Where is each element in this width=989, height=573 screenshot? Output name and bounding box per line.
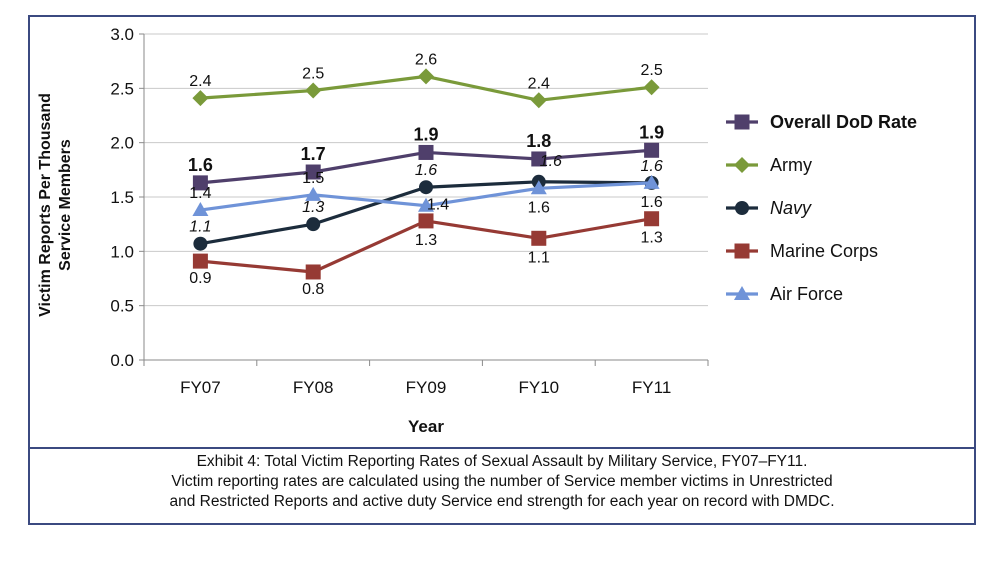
- air-force-point: [305, 186, 322, 201]
- overall-dod-rate-point: [531, 151, 547, 167]
- army-point: [643, 79, 660, 96]
- caption-line-3: and Restricted Reports and active duty S…: [169, 493, 835, 510]
- marine-corps-data-label: 0.9: [189, 270, 211, 287]
- marine-corps-data-label: 0.8: [302, 281, 324, 298]
- x-tick-label: FY08: [293, 378, 334, 397]
- navy-point: [419, 180, 433, 195]
- y-tick-label: 1.0: [110, 242, 134, 261]
- legend-label-air-force: Air Force: [770, 284, 843, 304]
- army-data-label: 2.5: [302, 66, 324, 83]
- figure-frame: [28, 15, 976, 525]
- y-tick-label: 0.5: [110, 297, 134, 316]
- legend-label-army: Army: [770, 155, 812, 175]
- overall-dod-rate-point: [305, 164, 321, 180]
- navy-data-label: 1.6: [540, 153, 562, 170]
- marine-corps-point: [531, 230, 547, 246]
- army-point: [192, 90, 209, 107]
- y-tick-label: 3.0: [110, 25, 134, 44]
- x-axis-title: Year: [408, 417, 444, 436]
- overall-dod-rate-data-label: 1.8: [526, 131, 551, 151]
- legend-marker-air-force: [734, 286, 750, 300]
- marine-corps-point: [418, 213, 434, 229]
- marine-corps-data-label: 1.1: [528, 249, 550, 266]
- marine-corps-point: [644, 211, 660, 227]
- line-chart: 0.0 0.5 1.0 1.5 2.0 2.5 3.0 FY07 FY08 FY09 FY10 FY1…: [37, 25, 917, 436]
- y-tick-label: 0.0: [110, 351, 134, 370]
- army-point: [530, 92, 547, 109]
- y-axis-title: Victim Reports Per Thousand: [37, 93, 54, 317]
- air-force-point: [418, 197, 434, 212]
- overall-dod-rate-data-label: 1.7: [301, 144, 326, 164]
- marine-corps-data-label: 1.3: [415, 232, 437, 249]
- navy-data-label: 1.6: [640, 158, 662, 175]
- y-tick-label: 2.5: [110, 79, 134, 98]
- overall-dod-rate-point: [418, 144, 434, 160]
- navy-data-label: 1.3: [302, 199, 324, 216]
- overall-dod-rate-data-label: 1.6: [188, 155, 213, 175]
- caption-divider: [28, 447, 976, 449]
- air-force-point: [192, 202, 209, 217]
- overall-dod-rate-point: [192, 175, 208, 191]
- army-point: [305, 82, 322, 99]
- marine-corps-point: [192, 253, 208, 269]
- army-data-label: 2.4: [189, 73, 211, 90]
- navy-data-label: 1.6: [415, 162, 437, 179]
- navy-point: [306, 217, 321, 232]
- caption-line-2: Victim reporting rates are calculated us…: [171, 473, 833, 490]
- air-force-data-label: 1.4: [427, 197, 449, 214]
- air-force-point: [643, 174, 660, 189]
- x-tick-label: FY11: [632, 378, 671, 397]
- navy-point: [193, 236, 208, 251]
- legend-marker-army: [734, 157, 750, 173]
- y-tick-label: 1.5: [110, 188, 134, 207]
- overall-dod-rate-point: [644, 142, 660, 158]
- legend-marker-overall-dod-rate: [734, 114, 750, 130]
- legend-label-overall-dod-rate: Overall DoD Rate: [770, 112, 917, 132]
- y-tick-label: 2.0: [110, 134, 134, 153]
- army-data-label: 2.5: [640, 62, 662, 79]
- air-force-data-label: 1.4: [189, 185, 211, 202]
- x-tick-label: FY09: [406, 378, 447, 397]
- army-data-label: 2.4: [528, 75, 550, 92]
- army-point: [418, 68, 434, 85]
- marine-corps-point: [305, 264, 321, 280]
- army-data-label: 2.6: [415, 51, 437, 68]
- marine-corps-data-label: 1.3: [640, 230, 662, 247]
- caption-line-1: Exhibit 4: Total Victim Reporting Rates …: [196, 453, 808, 470]
- air-force-data-label: 1.5: [302, 170, 324, 187]
- air-force-point: [530, 180, 547, 195]
- overall-dod-rate-data-label: 1.9: [413, 124, 438, 144]
- air-force-data-label: 1.6: [528, 199, 550, 216]
- figure-caption: Exhibit 4: Total Victim Reporting Rates …: [30, 452, 974, 512]
- y-axis-title: Service Members: [57, 139, 74, 271]
- navy-data-label: 1.1: [189, 219, 211, 236]
- x-tick-label: FY10: [518, 378, 559, 397]
- legend-label-navy: Navy: [770, 198, 812, 218]
- x-tick-label: FY07: [180, 378, 221, 397]
- legend-marker-marine-corps: [734, 243, 750, 259]
- legend-marker-navy: [735, 201, 749, 215]
- legend-label-marine-corps: Marine Corps: [770, 241, 878, 261]
- overall-dod-rate-data-label: 1.9: [639, 122, 664, 142]
- air-force-data-label: 1.6: [640, 194, 662, 211]
